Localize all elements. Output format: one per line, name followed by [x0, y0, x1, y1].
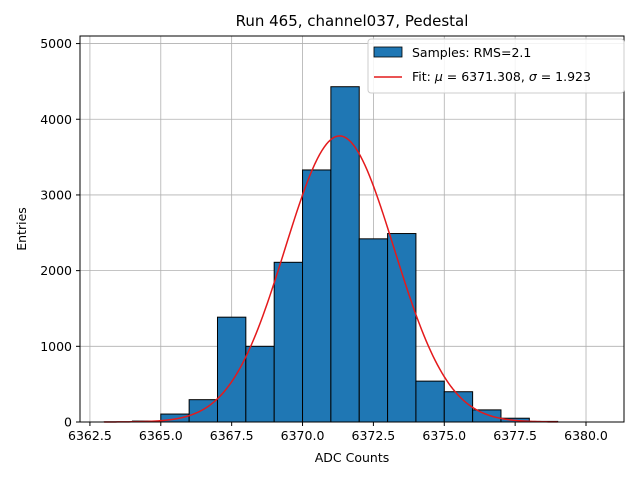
histogram-bar — [245, 345, 275, 423]
histogram-bar — [302, 169, 332, 423]
x-tick-label: 6375.0 — [422, 428, 466, 443]
legend-histogram-label: Samples: RMS=2.1 — [412, 45, 531, 60]
x-tick-label: 6372.5 — [352, 428, 396, 443]
x-axis: 6362.5 6365.0 6367.5 6370.0 6372.5 6375.0 6377… — [68, 422, 608, 443]
y-axis: 0 1000 2000 3000 4000 5000 — [40, 36, 80, 430]
legend-fit-sigma-value: = 1.923 — [537, 69, 591, 84]
y-tick-label: 4000 — [40, 112, 72, 127]
x-tick-label: 6370.0 — [281, 428, 325, 443]
chart-title: Run 465, channel037, Pedestal — [236, 12, 469, 30]
y-tick-label: 3000 — [40, 187, 72, 202]
x-tick-label: 6380.0 — [564, 428, 608, 443]
histogram-bar — [415, 380, 445, 423]
legend-fit-label: Fit: μ = 6371.308, σ = 1.923 — [412, 69, 591, 84]
fit-curve — [104, 135, 558, 423]
x-tick-label: 6377.5 — [493, 428, 537, 443]
x-tick-label: 6365.0 — [139, 428, 183, 443]
legend-fit-prefix: Fit: — [412, 69, 435, 84]
y-tick-label: 2000 — [40, 263, 72, 278]
legend-fit-mu-value: = 6371.308, — [443, 69, 529, 84]
legend-box — [367, 38, 625, 94]
legend-histogram-swatch — [373, 46, 403, 58]
plot-area — [79, 35, 625, 423]
y-tick-label: 5000 — [40, 36, 72, 51]
histogram-bar — [387, 233, 417, 423]
x-axis-label: ADC Counts — [315, 450, 390, 465]
histogram-bar — [472, 409, 502, 423]
legend-fit-sigma-symbol: σ — [529, 69, 538, 84]
plot-frame — [79, 35, 625, 423]
legend: Samples: RMS=2.1 Fit: μ = 6371.308, σ = … — [367, 38, 625, 94]
histogram-bar — [358, 238, 389, 423]
x-tick-label: 6367.5 — [210, 428, 254, 443]
histogram-bar — [273, 261, 304, 423]
y-tick-label: 0 — [64, 415, 72, 430]
histogram-bar — [216, 316, 247, 423]
y-axis-label: Entries — [14, 207, 29, 251]
x-tick-label: 6362.5 — [68, 428, 112, 443]
legend-fit-mu-symbol: μ — [434, 69, 443, 84]
y-tick-label: 1000 — [40, 339, 72, 354]
